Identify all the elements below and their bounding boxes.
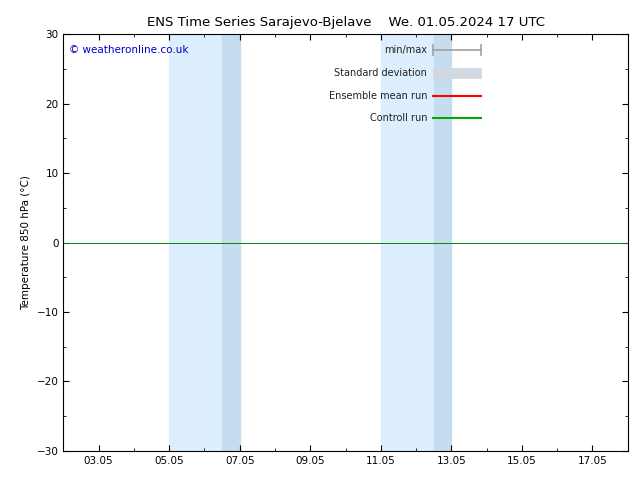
Text: Standard deviation: Standard deviation <box>335 68 427 77</box>
Text: Controll run: Controll run <box>370 113 427 123</box>
Text: © weatheronline.co.uk: © weatheronline.co.uk <box>69 45 188 55</box>
Title: ENS Time Series Sarajevo-Bjelave    We. 01.05.2024 17 UTC: ENS Time Series Sarajevo-Bjelave We. 01.… <box>146 16 545 29</box>
Text: Ensemble mean run: Ensemble mean run <box>329 91 427 100</box>
Bar <box>433 68 481 77</box>
Bar <box>381 34 434 451</box>
Bar <box>169 34 222 451</box>
Text: min/max: min/max <box>384 45 427 55</box>
Y-axis label: Temperature 850 hPa (°C): Temperature 850 hPa (°C) <box>21 175 31 310</box>
Bar <box>434 34 451 451</box>
Bar <box>222 34 240 451</box>
